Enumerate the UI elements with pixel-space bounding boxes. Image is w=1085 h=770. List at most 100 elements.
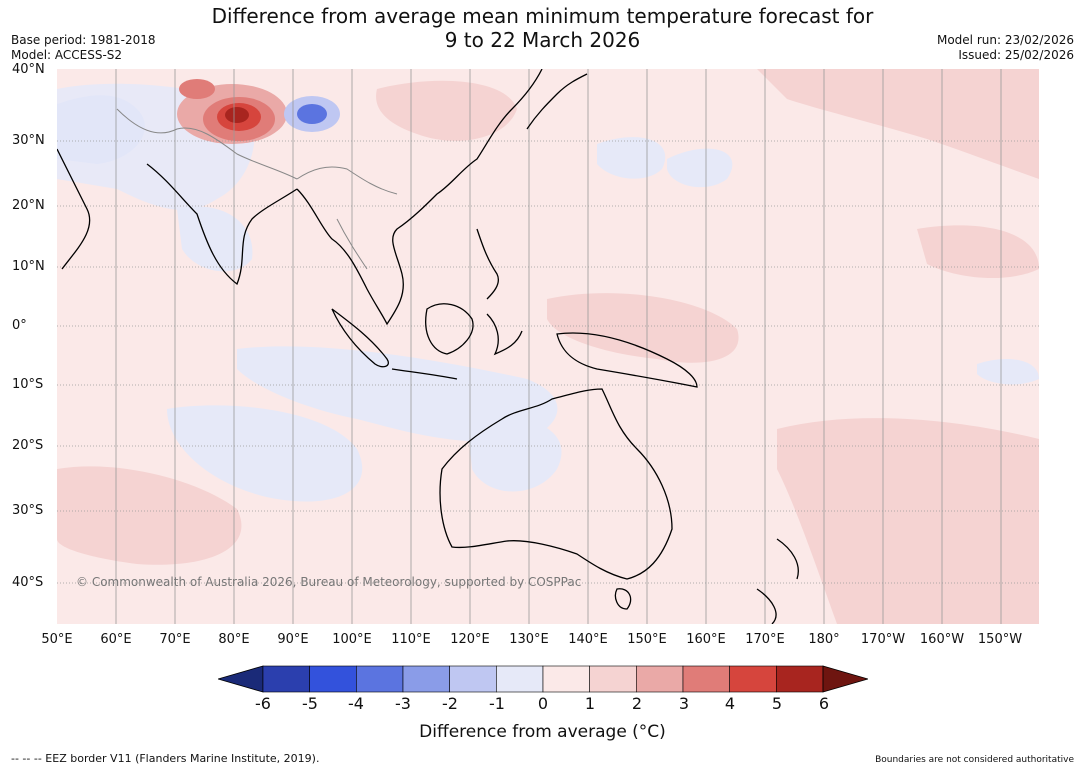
colorbar-tick: 1: [584, 694, 596, 713]
coast-se-asia: [296, 69, 543, 326]
lat-label-40n: 40°N: [12, 62, 45, 77]
coast-sulawesi: [486, 313, 523, 356]
lon-label-160w: 160°W: [919, 632, 965, 647]
lat-label-10s: 10°S: [12, 377, 44, 392]
coast-java: [391, 368, 458, 380]
lon-label-50e: 50°E: [41, 632, 73, 647]
colorbar-tick: 6: [818, 694, 830, 713]
coast-new-guinea: [556, 332, 698, 388]
lon-label-160e: 160°E: [686, 632, 726, 647]
coast-new-zealand: [756, 538, 799, 624]
lon-label-80e: 80°E: [218, 632, 250, 647]
colorbar-tick: 4: [724, 694, 736, 713]
lon-label-70e: 70°E: [159, 632, 191, 647]
colorbar-segment: [262, 665, 310, 693]
lon-label-180: 180°: [808, 632, 840, 647]
forecast-map: © Commonwealth of Australia 2026, Bureau…: [57, 69, 1039, 624]
colorbar-segment: [636, 665, 684, 693]
eez-note: -- -- -- EEZ border V11 (Flanders Marine…: [11, 752, 320, 765]
lat-label-20s: 20°S: [12, 438, 44, 453]
colorbar-tick: 5: [771, 694, 783, 713]
colorbar-segment: [496, 665, 544, 693]
border-south-asia: [116, 108, 298, 180]
lat-label-30s: 30°S: [12, 503, 44, 518]
meta-right: Model run: 23/02/2026 Issued: 25/02/2026: [937, 33, 1074, 63]
warm-region-north-pacific: [757, 69, 1039, 179]
lon-label-170w: 170°W: [860, 632, 906, 647]
lon-label-90e: 90°E: [277, 632, 309, 647]
lat-label-equator: 0°: [12, 318, 27, 333]
colorbar-segment: [309, 665, 357, 693]
lat-label-40s: 40°S: [12, 575, 44, 590]
cool-anomaly-tibet-inner: [297, 104, 327, 124]
cool-region-indian-ocean-south: [167, 405, 363, 502]
title-line-1: Difference from average mean minimum tem…: [211, 4, 874, 28]
chart-title: Difference from average mean minimum tem…: [0, 4, 1085, 52]
colorbar-segment: [589, 665, 637, 693]
colorbar-tick: 3: [678, 694, 690, 713]
colorbar-tick: 0: [537, 694, 549, 713]
lon-label-130e: 130°E: [509, 632, 549, 647]
lon-label-100e: 100°E: [332, 632, 372, 647]
colorbar-arrow-low: [218, 665, 264, 693]
colorbar-tick: -4: [348, 694, 364, 713]
colorbar-tick: -5: [302, 694, 318, 713]
map-canvas: [57, 69, 1039, 624]
cool-region-west-australia: [467, 416, 562, 492]
lat-label-30n: 30°N: [12, 133, 45, 148]
warm-region-central-pacific: [917, 225, 1039, 279]
lon-label-60e: 60°E: [100, 632, 132, 647]
colorbar-tick: -1: [489, 694, 505, 713]
issued-date: Issued: 25/02/2026: [958, 48, 1074, 62]
lat-label-20n: 20°N: [12, 198, 45, 213]
coastlines: [57, 69, 799, 624]
coast-sumatra: [331, 308, 389, 368]
coast-borneo: [425, 303, 474, 355]
graticule: [57, 69, 1039, 624]
colorbar-segment: [729, 665, 777, 693]
colorbar-segment: [449, 665, 497, 693]
warm-region-pngmaritime: [547, 293, 739, 363]
lon-label-150w: 150°W: [977, 632, 1023, 647]
border-china-south: [296, 166, 398, 195]
coast-philippines: [476, 228, 499, 300]
colorbar-label: Difference from average (°C): [419, 722, 666, 742]
lon-label-140e: 140°E: [568, 632, 608, 647]
colorbar-segment: [356, 665, 404, 693]
cool-region-pacific-north-2: [667, 148, 733, 188]
warm-anomaly-pamir: [179, 79, 215, 99]
warm-region-south-indian: [57, 466, 242, 565]
warm-region-south-pacific: [777, 418, 1039, 624]
colorbar-segment: [776, 665, 824, 693]
country-borders: [116, 108, 398, 270]
lon-label-120e: 120°E: [450, 632, 490, 647]
lat-label-10n: 10°N: [12, 259, 45, 274]
colorbar-segment: [402, 665, 450, 693]
colorbar-tick: -2: [442, 694, 458, 713]
colorbar-tick: -3: [395, 694, 411, 713]
colorbar-segments: [218, 665, 868, 693]
model-name: Model: ACCESS-S2: [11, 48, 123, 62]
colorbar-segment: [542, 665, 590, 693]
cool-region-pacific-north-1: [597, 137, 666, 179]
colorbar-arrow-high: [822, 665, 868, 693]
meta-left: Base period: 1981-2018 Model: ACCESS-S2: [11, 33, 156, 63]
lon-label-150e: 150°E: [627, 632, 667, 647]
coast-india: [146, 163, 298, 286]
base-period: Base period: 1981-2018: [11, 33, 156, 47]
lon-label-170e: 170°E: [745, 632, 785, 647]
copyright-notice: © Commonwealth of Australia 2026, Bureau…: [76, 575, 582, 589]
coast-australia: [439, 388, 673, 580]
coast-arabia: [57, 148, 91, 270]
colorbar-tick: -6: [255, 694, 271, 713]
title-line-2: 9 to 22 March 2026: [444, 28, 641, 52]
cool-region-arabian: [177, 206, 253, 272]
colorbar: [218, 665, 868, 693]
warm-anomaly-himalaya-core: [225, 107, 249, 123]
lon-label-110e: 110°E: [391, 632, 431, 647]
border-indochina: [336, 218, 368, 270]
boundary-disclaimer: Boundaries are not considered authoritat…: [875, 755, 1074, 765]
model-run: Model run: 23/02/2026: [936, 33, 1074, 47]
coast-tasmania: [614, 588, 632, 610]
cool-region-southeast-pacific: [977, 359, 1039, 385]
